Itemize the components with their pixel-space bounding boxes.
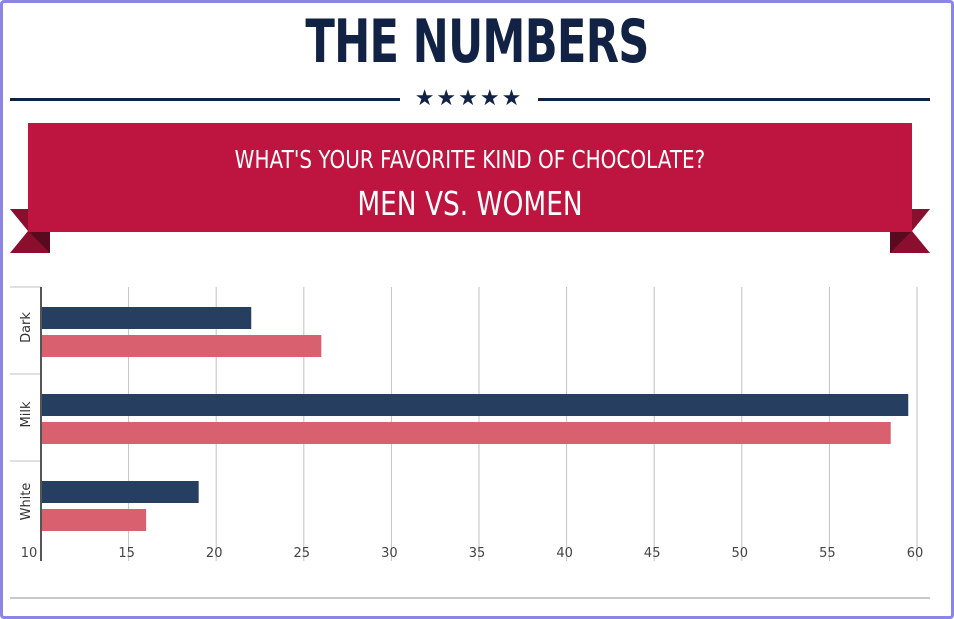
bar-milk-0 [42, 394, 909, 416]
title-banner: WHAT'S YOUR FAVORITE KIND OF CHOCOLATE? … [28, 123, 912, 232]
bar-milk-1 [42, 422, 891, 444]
x-tick-label: 50 [732, 546, 749, 561]
y-category-label: Dark [19, 312, 34, 343]
bar-dark-0 [42, 307, 252, 329]
chart-question: WHAT'S YOUR FAVORITE KIND OF CHOCOLATE? [234, 145, 706, 174]
title-rule-right [538, 98, 930, 101]
x-tick-label: 55 [819, 546, 836, 561]
title-rule-left [10, 98, 400, 101]
y-category-label: Milk [19, 401, 34, 427]
x-tick-label: 60 [907, 546, 924, 561]
x-tick-label: 30 [381, 546, 398, 561]
bar-dark-1 [42, 335, 322, 357]
x-tick-label: 20 [206, 546, 223, 561]
bar-chart: 10 15 20 25 30 35 40 45 50 55 60 Dark Milk White [10, 286, 924, 561]
chart-subtitle: MEN VS. WOMEN [357, 184, 583, 223]
x-tick-label: 45 [644, 546, 661, 561]
bar-white-0 [42, 481, 199, 503]
star-row-icon: ★★★★★ [414, 86, 524, 111]
x-tick-label: 40 [556, 546, 573, 561]
x-tick-label: 15 [118, 546, 135, 561]
bottom-divider [10, 597, 930, 599]
y-category-label: White [19, 483, 34, 521]
main-title: THE NUMBERS [305, 7, 649, 77]
bar-white-1 [42, 509, 147, 531]
x-tick-label: 35 [469, 546, 486, 561]
x-tick-label: 10 [21, 546, 38, 561]
x-tick-label: 25 [294, 546, 311, 561]
